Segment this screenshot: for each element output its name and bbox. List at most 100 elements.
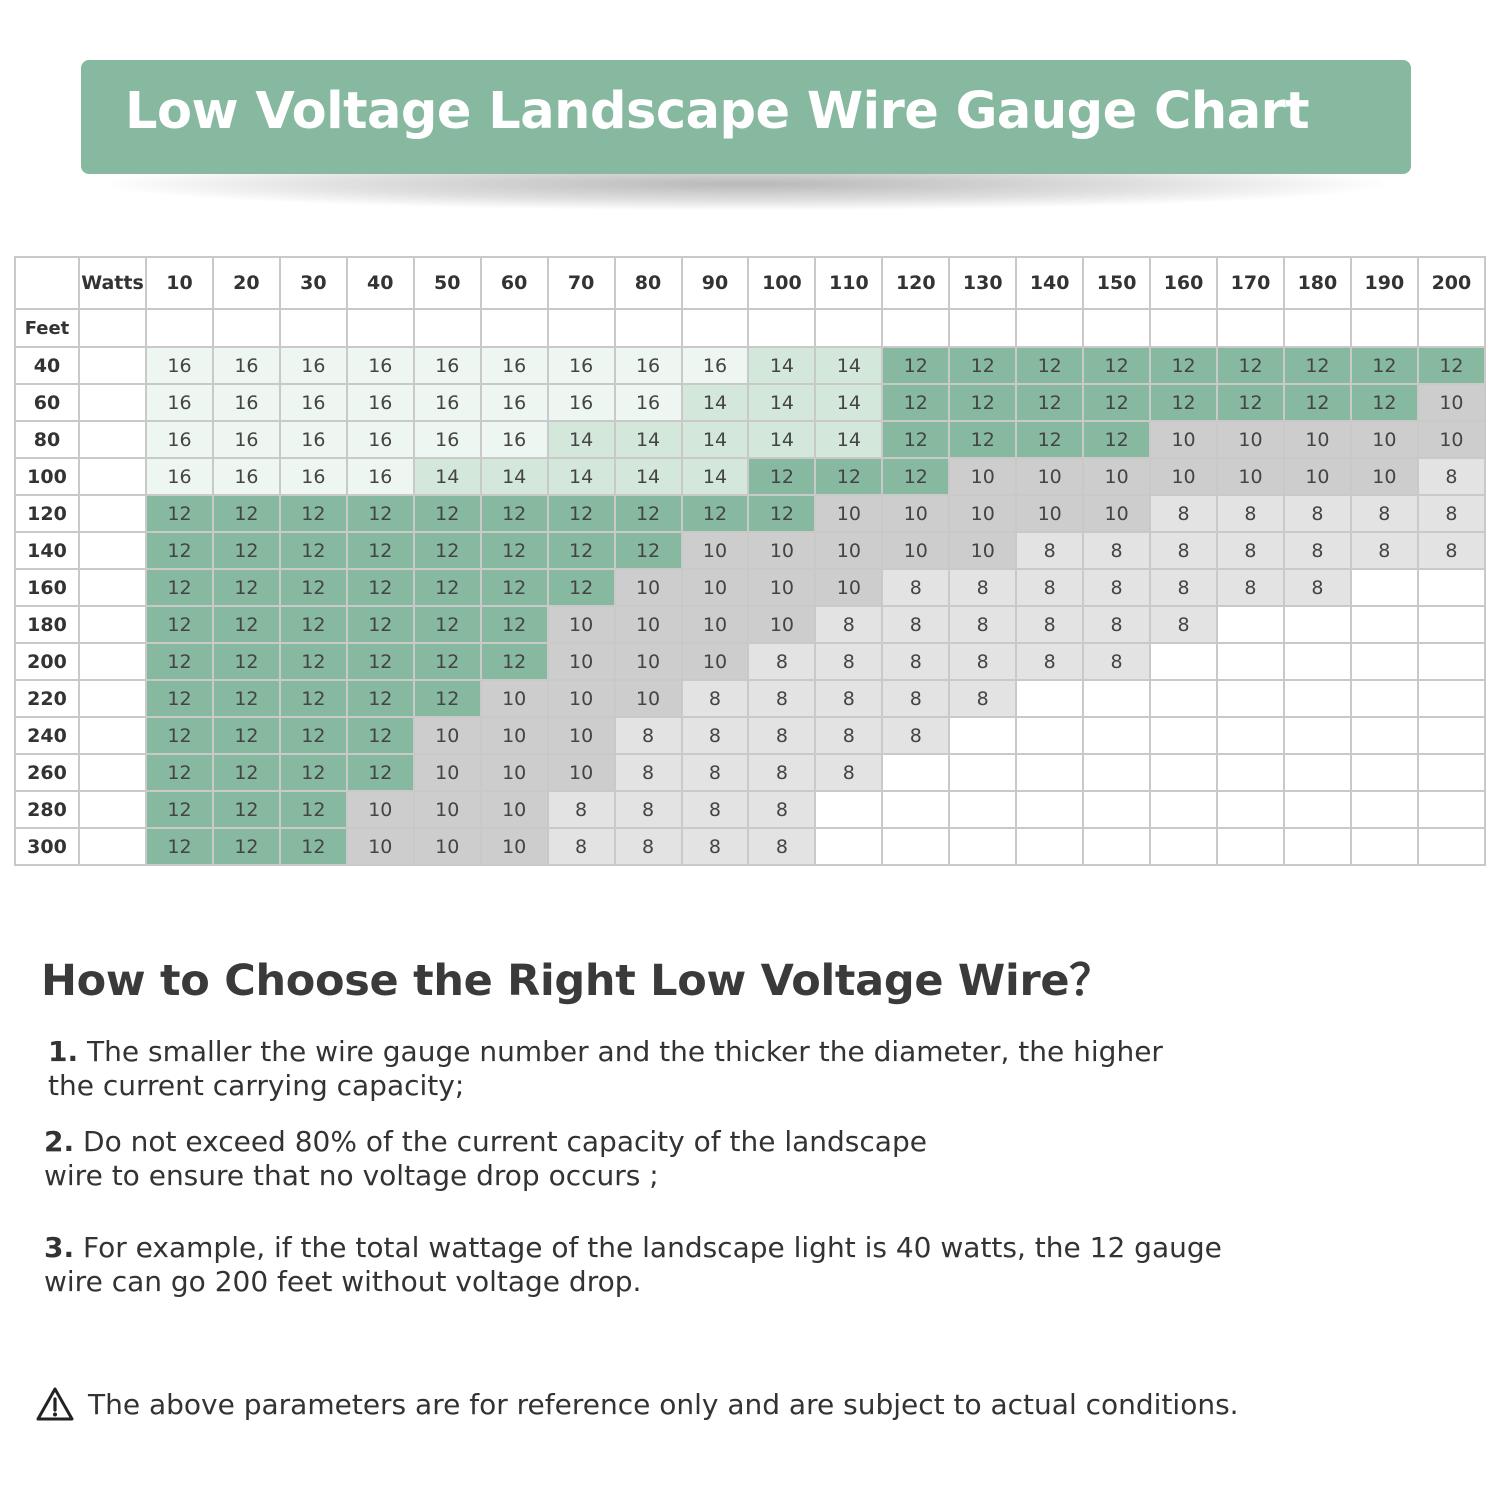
gauge-cell: 10 — [1216, 457, 1285, 496]
feet-label-cell: 140 — [14, 531, 80, 570]
gauge-cell: 14 — [814, 383, 884, 422]
gauge-cell: 8 — [1015, 642, 1085, 681]
gauge-cell: 10 — [1015, 457, 1085, 496]
feet-label-cell: 300 — [14, 827, 80, 866]
feet-label-cell: 120 — [14, 494, 80, 533]
table-row: 300 12 12 12 10 10 10 8 8 8 8 — [14, 827, 1487, 866]
gauge-cell: 12 — [1015, 346, 1085, 385]
gauge-cell: 16 — [546, 383, 616, 422]
gauge-cell: 12 — [211, 568, 281, 607]
gauge-cell: 12 — [613, 494, 683, 533]
empty-cell — [1349, 605, 1419, 644]
empty-cell — [412, 308, 482, 348]
empty-cell — [78, 679, 147, 718]
gauge-cell: 12 — [345, 642, 415, 681]
gauge-cell: 8 — [1015, 531, 1085, 570]
table-row: 80 16 16 16 16 16 16 14 14 14 14 14 12 12 12 12 10 10 10 10… — [14, 420, 1487, 459]
gauge-cell: 12 — [145, 679, 214, 718]
guide-item-number: 3. — [44, 1231, 75, 1264]
watts-header-cell: 60 — [479, 256, 549, 310]
gauge-cell: 12 — [211, 679, 281, 718]
empty-cell — [881, 790, 951, 829]
gauge-cell: 16 — [613, 346, 683, 385]
empty-cell — [1216, 642, 1285, 681]
empty-cell — [1416, 308, 1487, 348]
gauge-cell: 12 — [1282, 383, 1352, 422]
guide-item-2: 2. Do not exceed 80% of the current capa… — [44, 1125, 927, 1193]
gauge-cell: 12 — [345, 568, 415, 607]
gauge-cell: 8 — [1282, 531, 1352, 570]
gauge-cell: 12 — [613, 531, 683, 570]
gauge-cell: 8 — [747, 716, 817, 755]
gauge-cell: 10 — [546, 716, 616, 755]
gauge-cell: 8 — [948, 642, 1018, 681]
gauge-cell: 12 — [479, 605, 549, 644]
gauge-cell: 8 — [948, 605, 1018, 644]
empty-cell — [881, 753, 951, 792]
gauge-cell: 12 — [479, 494, 549, 533]
gauge-cell: 12 — [412, 494, 482, 533]
gauge-cell: 12 — [145, 605, 214, 644]
gauge-cell: 10 — [948, 531, 1018, 570]
gauge-cell: 12 — [145, 642, 214, 681]
gauge-cell: 10 — [546, 605, 616, 644]
gauge-cell: 16 — [546, 346, 616, 385]
gauge-cell: 12 — [1282, 346, 1352, 385]
gauge-cell: 8 — [1015, 568, 1085, 607]
gauge-cell: 12 — [278, 605, 348, 644]
empty-cell — [1216, 827, 1285, 866]
gauge-cell: 8 — [948, 568, 1018, 607]
gauge-cell: 8 — [1216, 531, 1285, 570]
gauge-cell: 8 — [1282, 568, 1352, 607]
gauge-cell: 8 — [814, 716, 884, 755]
empty-cell — [78, 790, 147, 829]
gauge-cell: 14 — [546, 457, 616, 496]
gauge-cell: 12 — [1216, 383, 1285, 422]
table-row: 100 16 16 16 16 14 14 14 14 14 12 12 12 10 10 10 10 10 10 1… — [14, 457, 1487, 496]
gauge-cell: 12 — [211, 827, 281, 866]
empty-cell — [1416, 568, 1487, 607]
empty-cell — [1416, 790, 1487, 829]
gauge-cell: 12 — [211, 642, 281, 681]
feet-label-cell: 260 — [14, 753, 80, 792]
gauge-cell: 8 — [1082, 642, 1152, 681]
gauge-cell: 12 — [412, 605, 482, 644]
empty-cell — [1216, 679, 1285, 718]
empty-cell — [948, 753, 1018, 792]
table-row: 180 12 12 12 12 12 12 10 10 10 10 8 8 8 8 8 8 — [14, 605, 1487, 644]
gauge-cell: 12 — [145, 531, 214, 570]
empty-cell — [1015, 679, 1085, 718]
gauge-cell: 12 — [1149, 346, 1218, 385]
table-row: 60 16 16 16 16 16 16 16 16 14 14 14 12 12 12 12 12 12 12 12… — [14, 383, 1487, 422]
gauge-cell: 12 — [1015, 420, 1085, 459]
empty-cell — [78, 716, 147, 755]
gauge-cell: 8 — [747, 827, 817, 866]
empty-cell — [78, 308, 147, 348]
gauge-cell: 12 — [278, 679, 348, 718]
gauge-cell: 12 — [278, 753, 348, 792]
empty-cell — [881, 308, 951, 348]
table-row: 240 12 12 12 12 10 10 10 8 8 8 8 8 — [14, 716, 1487, 755]
gauge-cell: 12 — [1416, 346, 1487, 385]
gauge-cell: 12 — [1349, 383, 1419, 422]
empty-cell — [1082, 827, 1152, 866]
feet-label-cell: 200 — [14, 642, 80, 681]
empty-cell — [1149, 753, 1218, 792]
gauge-cell: 12 — [747, 494, 817, 533]
gauge-cell: 10 — [948, 457, 1018, 496]
empty-cell — [1282, 642, 1352, 681]
gauge-cell: 10 — [1349, 457, 1419, 496]
empty-cell — [1015, 308, 1085, 348]
empty-cell — [948, 716, 1018, 755]
guide-title: How to Choose the Right Low Voltage Wire… — [41, 956, 1112, 1006]
gauge-cell: 12 — [1216, 346, 1285, 385]
gauge-cell: 10 — [680, 568, 750, 607]
gauge-cell: 16 — [145, 457, 214, 496]
gauge-cell: 12 — [881, 383, 951, 422]
gauge-cell: 12 — [546, 568, 616, 607]
empty-cell — [1216, 790, 1285, 829]
empty-cell — [1216, 753, 1285, 792]
gauge-cell: 14 — [546, 420, 616, 459]
empty-cell — [1149, 642, 1218, 681]
empty-cell — [1149, 308, 1218, 348]
